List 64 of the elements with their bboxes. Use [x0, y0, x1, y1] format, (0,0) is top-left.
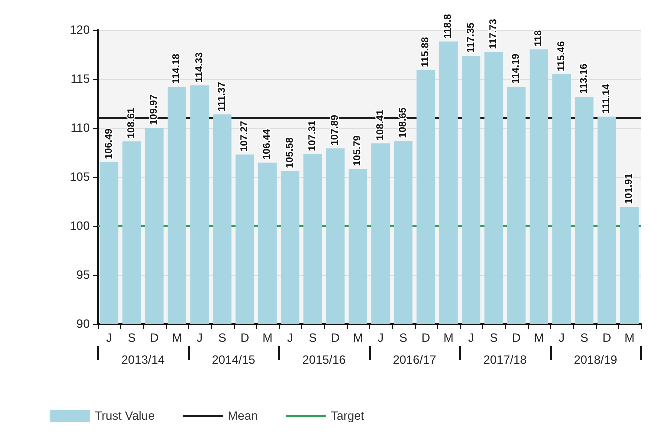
x-tick-label: J — [196, 331, 203, 345]
x-tick-label: J — [558, 331, 565, 345]
x-tick-label: M — [624, 331, 635, 345]
y-tick-label: 95 — [76, 268, 90, 282]
x-tick-label: J — [378, 331, 384, 345]
x-tick-label: D — [240, 331, 250, 345]
data-label: 113.16 — [578, 64, 590, 94]
y-tick-label: 100 — [70, 219, 90, 233]
data-label: 114.19 — [511, 53, 522, 84]
x-tick-label: D — [331, 331, 340, 345]
data-label: 101.91 — [624, 173, 636, 204]
legend-label: Mean — [228, 409, 258, 423]
y-tick-label: 115 — [70, 72, 90, 86]
text: 2018/19 — [574, 353, 618, 367]
data-label: 107.89 — [330, 114, 342, 146]
legend-label: Trust Value — [95, 409, 156, 423]
data-label: 109.97 — [149, 94, 160, 126]
data-label: 115.46 — [556, 41, 568, 72]
x-tick-label: S — [308, 331, 317, 345]
x-tick-label: S — [399, 331, 408, 345]
text: 2017/18 — [484, 353, 528, 367]
data-label: 107.31 — [307, 120, 318, 152]
x-tick-label: J — [468, 331, 474, 345]
text: 2015/16 — [302, 353, 346, 367]
x-tick-label: S — [490, 331, 498, 345]
x-tick-label: M — [444, 331, 454, 345]
data-label: 105.79 — [352, 135, 364, 166]
data-label: 114.18 — [172, 54, 183, 84]
x-tick-label: M — [534, 331, 544, 345]
data-label: 108.65 — [398, 107, 409, 138]
x-tick-label: D — [512, 331, 522, 345]
data-label: 118 — [534, 30, 545, 47]
y-tick-label: 120 — [70, 23, 90, 37]
x-tick-label: S — [128, 331, 136, 345]
x-tick-label: J — [106, 331, 112, 345]
x-tick-label: M — [353, 331, 364, 345]
data-label: 117.35 — [466, 22, 477, 53]
x-tick-label: J — [287, 331, 294, 345]
y-tick-label: 110 — [70, 121, 90, 135]
text: 2014/15 — [212, 353, 256, 367]
x-tick-label: M — [262, 331, 273, 345]
text: 2013/14 — [122, 353, 166, 367]
data-label: 111.14 — [602, 84, 613, 114]
legend-label: Target — [331, 409, 366, 423]
data-label: 114.33 — [194, 52, 206, 83]
x-tick-label: M — [172, 331, 182, 345]
x-tick-label: D — [422, 331, 431, 345]
x-tick-label: S — [218, 331, 226, 345]
data-label: 118.8 — [443, 14, 454, 39]
data-label: 105.58 — [284, 137, 296, 168]
y-tick-label: 105 — [70, 170, 90, 184]
y-tick-label: 90 — [76, 317, 90, 331]
data-label: 117.73 — [488, 18, 500, 50]
x-tick-label: D — [602, 331, 612, 345]
data-label: 107.27 — [240, 120, 251, 152]
data-label: 106.44 — [262, 128, 274, 160]
x-tick-label: S — [580, 331, 588, 345]
data-label: 106.49 — [104, 128, 115, 160]
data-label: 111.37 — [216, 82, 228, 112]
data-label: 115.88 — [420, 36, 432, 68]
data-label: 108.61 — [126, 108, 138, 139]
data-label: 108.41 — [375, 110, 386, 141]
x-tick-label: D — [150, 331, 160, 345]
text: 2016/17 — [393, 353, 437, 367]
